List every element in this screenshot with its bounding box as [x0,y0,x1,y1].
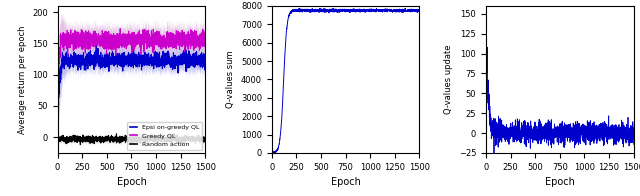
X-axis label: Epoch: Epoch [331,177,360,187]
Legend: Epsi on-greedy QL, Greedy QL, Random action: Epsi on-greedy QL, Greedy QL, Random act… [127,122,202,150]
X-axis label: Epoch: Epoch [545,177,575,187]
Y-axis label: Q-values update: Q-values update [444,45,453,114]
Y-axis label: Average return per epoch: Average return per epoch [17,25,27,134]
Y-axis label: Q-values sum: Q-values sum [227,51,236,108]
X-axis label: Epoch: Epoch [116,177,147,187]
